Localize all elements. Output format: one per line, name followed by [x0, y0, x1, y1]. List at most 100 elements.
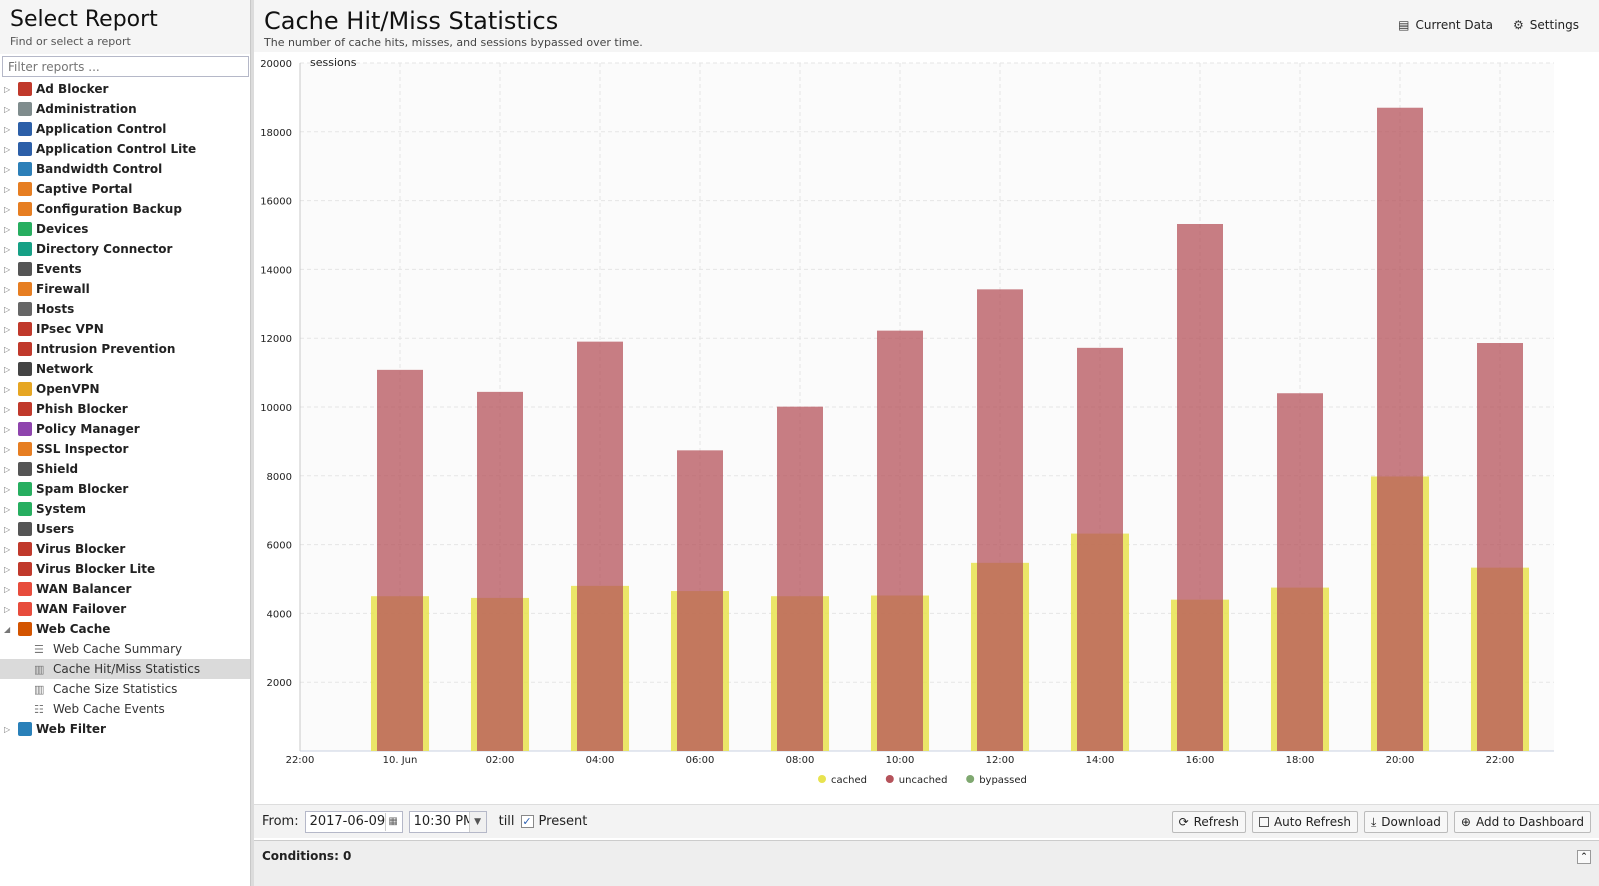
tree-item-devices[interactable]: ▷ Devices [0, 219, 250, 239]
caret-right-icon[interactable]: ▷ [4, 344, 11, 354]
caret-right-icon[interactable]: ▷ [4, 224, 11, 234]
tree-item-users[interactable]: ▷ Users [0, 519, 250, 539]
chevron-down-icon[interactable]: ▼ [468, 811, 486, 832]
caret-right-icon[interactable]: ▷ [4, 504, 11, 514]
x-tick-label: 06:00 [686, 755, 715, 766]
tree-item-system[interactable]: ▷ System [0, 499, 250, 519]
bar-uncached [1077, 347, 1123, 751]
tree-item-phish-blocker[interactable]: ▷ Phish Blocker [0, 399, 250, 419]
filter-reports-input[interactable] [2, 56, 249, 77]
legend-marker [966, 775, 975, 783]
x-tick-label: 10. Jun [383, 755, 418, 766]
tree-item-label: Shield [36, 462, 79, 476]
conditions-panel[interactable]: Conditions: 0 ⌃ [254, 840, 1599, 886]
tree-item-ad-blocker[interactable]: ▷ Ad Blocker [0, 79, 250, 99]
tree-item-virus-blocker-lite[interactable]: ▷ Virus Blocker Lite [0, 559, 250, 579]
caret-right-icon[interactable]: ▷ [4, 724, 11, 734]
bar-uncached [677, 450, 723, 751]
report-item-cache-size-statistics[interactable]: ▥ Cache Size Statistics [0, 679, 250, 699]
caret-right-icon[interactable]: ▷ [4, 124, 11, 134]
tree-item-wan-balancer[interactable]: ▷ WAN Balancer [0, 579, 250, 599]
tree-item-intrusion-prevention[interactable]: ▷ Intrusion Prevention [0, 339, 250, 359]
tree-item-directory-connector[interactable]: ▷ Directory Connector [0, 239, 250, 259]
cache-hit-miss-chart: 2000 4000 6000 8000 10000 12000 14000 16000 1800… [254, 52, 1599, 804]
auto-refresh-button[interactable]: Auto Refresh [1251, 811, 1358, 833]
caret-right-icon[interactable]: ▷ [4, 244, 11, 254]
time-range-toolbar: From: 2017-06-09 ▦ 10:30 PM ▼ till ✓ Pre… [254, 804, 1599, 838]
caret-right-icon[interactable]: ▷ [4, 524, 11, 534]
caret-right-icon[interactable]: ▷ [4, 164, 11, 174]
caret-right-icon[interactable]: ▷ [4, 444, 11, 454]
tree-item-web-filter[interactable]: ▷ Web Filter [0, 719, 250, 739]
start-date-field[interactable]: 2017-06-09 ▦ [304, 810, 403, 833]
download-button[interactable]: ⤓ Download [1363, 811, 1448, 833]
report-item-web-cache-summary[interactable]: ☰ Web Cache Summary [0, 639, 250, 659]
tree-item-label: Events [36, 262, 82, 276]
caret-right-icon[interactable]: ▷ [4, 604, 11, 614]
refresh-button[interactable]: ⟳ Refresh [1171, 811, 1246, 833]
tree-item-firewall[interactable]: ▷ Firewall [0, 279, 250, 299]
caret-right-icon[interactable]: ▷ [4, 544, 11, 554]
x-tick-label: 10:00 [886, 755, 915, 766]
caret-right-icon[interactable]: ▷ [4, 304, 11, 314]
tree-item-captive-portal[interactable]: ▷ Captive Portal [0, 179, 250, 199]
tree-item-application-control-lite[interactable]: ▷ Application Control Lite [0, 139, 250, 159]
refresh-label: Refresh [1193, 815, 1239, 829]
tree-item-administration[interactable]: ▷ Administration [0, 99, 250, 119]
caret-right-icon[interactable]: ▷ [4, 104, 11, 114]
tree-item-policy-manager[interactable]: ▷ Policy Manager [0, 419, 250, 439]
tree-item-application-control[interactable]: ▷ Application Control [0, 119, 250, 139]
system-icon [18, 502, 32, 516]
bar-uncached [1277, 393, 1323, 751]
caret-right-icon[interactable]: ▷ [4, 364, 11, 374]
start-time-field[interactable]: 10:30 PM ▼ [408, 810, 487, 833]
caret-right-icon[interactable]: ▷ [4, 484, 11, 494]
caret-right-icon[interactable]: ▷ [4, 384, 11, 394]
list-icon: ☷ [34, 702, 44, 716]
report-item-web-cache-events[interactable]: ☷ Web Cache Events [0, 699, 250, 719]
tree-item-configuration-backup[interactable]: ▷ Configuration Backup [0, 199, 250, 219]
caret-right-icon[interactable]: ▷ [4, 144, 11, 154]
caret-right-icon[interactable]: ▷ [4, 264, 11, 274]
caret-right-icon[interactable]: ▷ [4, 464, 11, 474]
expand-icon[interactable]: ⌃ [1577, 850, 1591, 864]
tree-item-ssl-inspector[interactable]: ▷ SSL Inspector [0, 439, 250, 459]
tree-item-wan-failover[interactable]: ▷ WAN Failover [0, 599, 250, 619]
current-data-button[interactable]: ▤ Current Data [1398, 18, 1493, 32]
tree-item-network[interactable]: ▷ Network [0, 359, 250, 379]
tree-item-virus-blocker[interactable]: ▷ Virus Blocker [0, 539, 250, 559]
tree-item-label: Bandwidth Control [36, 162, 163, 176]
tree-item-openvpn[interactable]: ▷ OpenVPN [0, 379, 250, 399]
tree-item-hosts[interactable]: ▷ Hosts [0, 299, 250, 319]
tree-item-web-cache[interactable]: ◢ Web Cache [0, 619, 250, 639]
y-tick-label: 16000 [260, 197, 292, 208]
caret-right-icon[interactable]: ▷ [4, 404, 11, 414]
caret-right-icon[interactable]: ▷ [4, 564, 11, 574]
calendar-icon[interactable]: ▦ [384, 812, 401, 831]
tree-item-label: Devices [36, 222, 89, 236]
caret-right-icon[interactable]: ▷ [4, 184, 11, 194]
tree-item-events[interactable]: ▷ Events [0, 259, 250, 279]
caret-down-icon[interactable]: ◢ [4, 624, 11, 634]
wan-balancer-icon [18, 582, 32, 596]
tree-item-bandwidth-control[interactable]: ▷ Bandwidth Control [0, 159, 250, 179]
bar-uncached [1177, 223, 1223, 751]
tree-item-ipsec-vpn[interactable]: ▷ IPsec VPN [0, 319, 250, 339]
report-item-cache-hit-miss-statistics[interactable]: ▥ Cache Hit/Miss Statistics [0, 659, 250, 679]
present-checkbox[interactable]: ✓ [520, 815, 534, 828]
y-tick-label: 18000 [260, 128, 292, 139]
web-cache-icon [18, 622, 32, 636]
caret-right-icon[interactable]: ▷ [4, 424, 11, 434]
tree-item-shield[interactable]: ▷ Shield [0, 459, 250, 479]
start-date-value: 2017-06-09 [309, 814, 386, 829]
settings-button[interactable]: ⚙ Settings [1513, 18, 1579, 32]
caret-right-icon[interactable]: ▷ [4, 84, 11, 94]
add-to-dashboard-button[interactable]: ⊕ Add to Dashboard [1453, 811, 1591, 833]
y-tick-label: 4000 [267, 609, 292, 620]
tree-item-spam-blocker[interactable]: ▷ Spam Blocker [0, 479, 250, 499]
caret-right-icon[interactable]: ▷ [4, 284, 11, 294]
caret-right-icon[interactable]: ▷ [4, 584, 11, 594]
ssl-inspector-icon [18, 442, 32, 456]
caret-right-icon[interactable]: ▷ [4, 324, 11, 334]
caret-right-icon[interactable]: ▷ [4, 204, 11, 214]
